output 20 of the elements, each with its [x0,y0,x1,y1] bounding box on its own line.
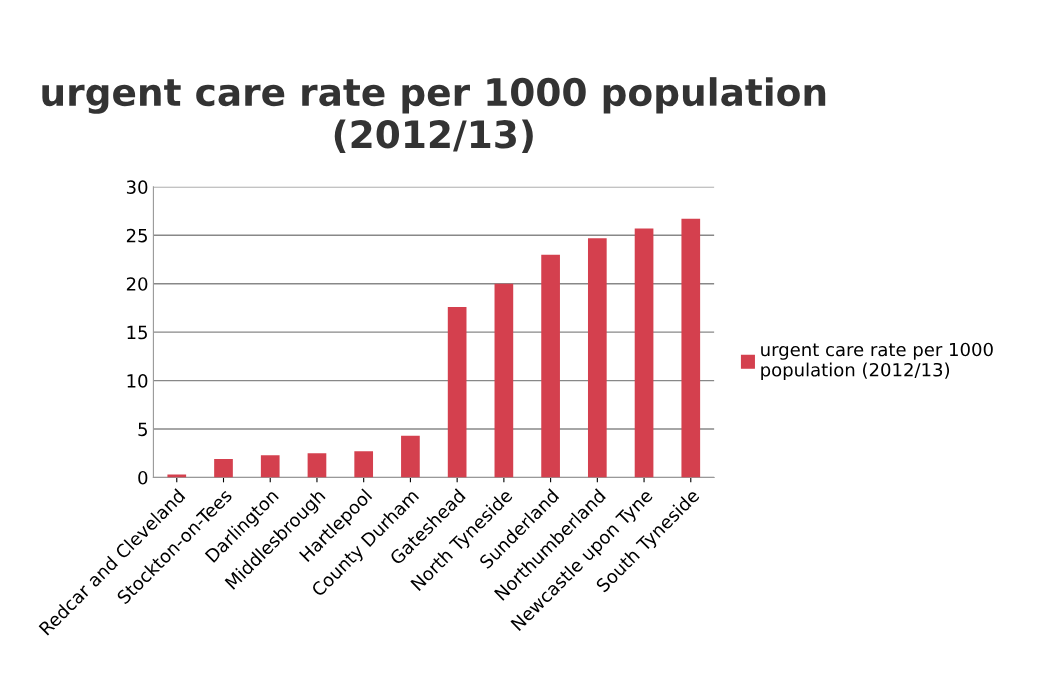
y-tick-label: 15 [127,325,147,340]
y-tick-label: 20 [126,277,148,291]
bar [634,228,654,478]
bar [587,238,607,478]
y-tick-label: 30 [126,180,148,194]
bar [494,283,514,478]
y-tick-label: 25 [126,228,147,243]
legend-label: urgent care rate per 1000 population (2012/13) [761,342,993,381]
chart-title: urgent care rate per 1000 population (2012/13) [42,77,826,153]
bar [447,306,467,478]
y-tick-label: 0 [138,470,148,485]
bar [541,254,560,478]
y-tick-label: 5 [138,422,147,437]
bar [401,435,420,478]
y-tick-label: 10 [127,374,148,388]
bar [214,459,233,478]
bar [260,455,280,478]
bar [307,453,327,478]
bar [354,451,374,478]
bar [681,218,701,478]
